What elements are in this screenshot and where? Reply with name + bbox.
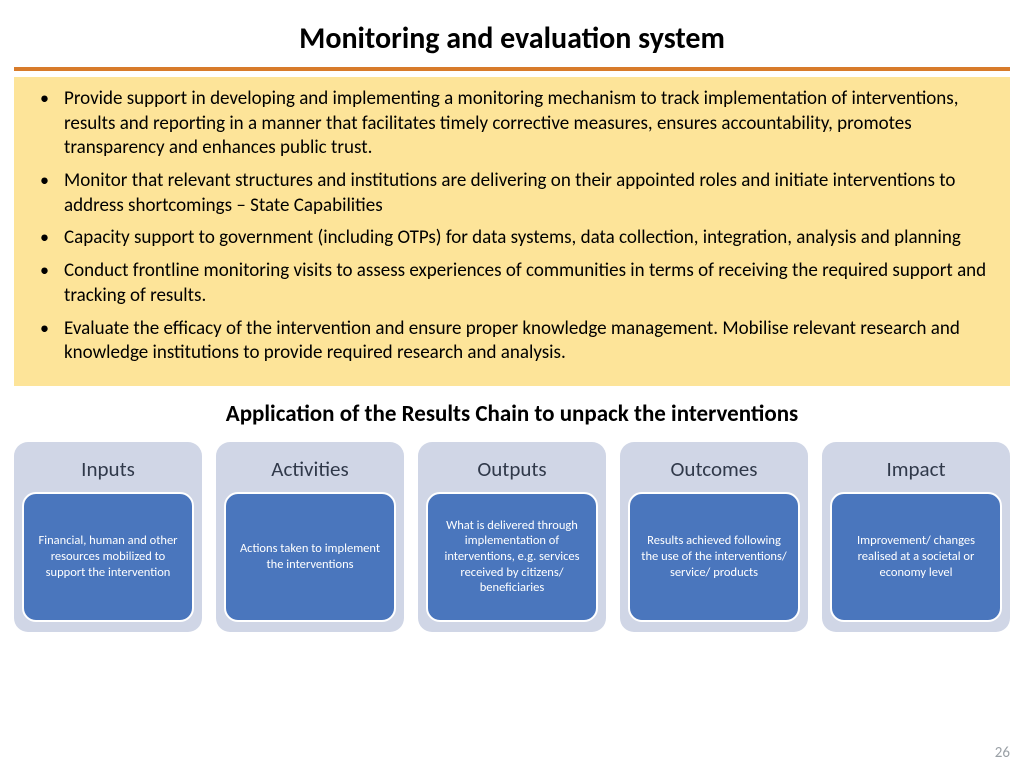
card-activities: Activities Actions taken to implement th… [216, 442, 404, 632]
page-number: 26 [995, 744, 1010, 762]
card-inputs: Inputs Financial, human and other resour… [14, 442, 202, 632]
bullet-item: Evaluate the efficacy of the interventio… [50, 317, 1002, 366]
card-desc: Improvement/ changes realised at a socie… [842, 533, 990, 580]
results-chain-row: Inputs Financial, human and other resour… [0, 442, 1024, 632]
card-body: Improvement/ changes realised at a socie… [830, 492, 1002, 622]
card-desc: Financial, human and other resources mob… [34, 533, 182, 580]
section-subtitle: Application of the Results Chain to unpa… [0, 400, 1024, 428]
bullet-item: Capacity support to government (includin… [50, 226, 1002, 251]
card-title: Outputs [477, 456, 546, 482]
accent-bar [14, 67, 1010, 71]
card-title: Inputs [81, 456, 135, 482]
card-body: Actions taken to implement the intervent… [224, 492, 396, 622]
card-title: Impact [886, 456, 945, 482]
bullet-item: Provide support in developing and implem… [50, 87, 1002, 161]
card-body: Results achieved following the use of th… [628, 492, 800, 622]
bullet-item: Monitor that relevant structures and ins… [50, 169, 1002, 218]
card-body: What is delivered through implementation… [426, 492, 598, 622]
card-impact: Impact Improvement/ changes realised at … [822, 442, 1010, 632]
card-body: Financial, human and other resources mob… [22, 492, 194, 622]
card-desc: What is delivered through implementation… [438, 518, 586, 596]
page-title: Monitoring and evaluation system [0, 0, 1024, 67]
card-title: Activities [271, 456, 348, 482]
bullets-box: Provide support in developing and implem… [14, 77, 1010, 386]
card-title: Outcomes [671, 456, 758, 482]
card-outputs: Outputs What is delivered through implem… [418, 442, 606, 632]
card-desc: Results achieved following the use of th… [640, 533, 788, 580]
bullets-list: Provide support in developing and implem… [22, 87, 1002, 366]
card-outcomes: Outcomes Results achieved following the … [620, 442, 808, 632]
card-desc: Actions taken to implement the intervent… [236, 541, 384, 572]
bullet-item: Conduct frontline monitoring visits to a… [50, 259, 1002, 308]
